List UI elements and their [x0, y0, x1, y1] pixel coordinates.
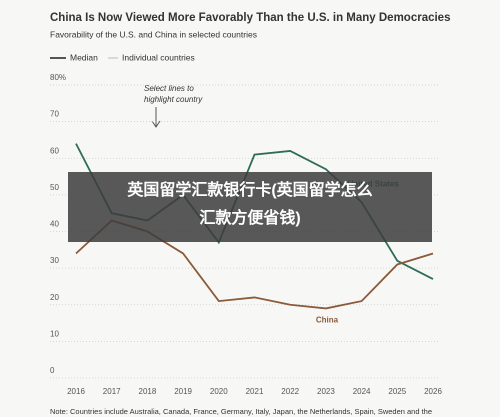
- annotation: Select lines to: [144, 84, 194, 93]
- legend-label: Median: [70, 52, 98, 62]
- y-tick-label: 30: [50, 256, 59, 265]
- y-tick-label: 80%: [50, 73, 66, 82]
- banner-text: 汇款方便省钱): [199, 208, 300, 227]
- chart-subtitle: Favorability of the U.S. and China in se…: [50, 29, 257, 39]
- x-tick-label: 2016: [67, 387, 85, 396]
- y-tick-label: 50: [50, 183, 59, 192]
- x-tick-label: 2019: [174, 387, 192, 396]
- chart-title: China Is Now Viewed More Favorably Than …: [50, 12, 450, 24]
- x-tick-label: 2024: [353, 387, 371, 396]
- series-label: China: [316, 316, 339, 325]
- x-tick-label: 2026: [424, 387, 442, 396]
- y-tick-label: 20: [50, 293, 59, 302]
- x-tick-label: 2025: [388, 387, 406, 396]
- y-tick-label: 0: [50, 366, 55, 375]
- x-tick-label: 2021: [246, 387, 264, 396]
- y-tick-label: 70: [50, 110, 59, 119]
- footnote: Note: Countries include Australia, Canad…: [50, 407, 432, 416]
- x-tick-label: 2023: [317, 387, 335, 396]
- y-tick-label: 60: [50, 146, 59, 155]
- x-tick-label: 2022: [281, 387, 299, 396]
- x-tick-label: 2018: [139, 387, 157, 396]
- x-tick-label: 2020: [210, 387, 228, 396]
- annotation-arrow-head: [151, 120, 161, 128]
- x-tick-label: 2017: [103, 387, 121, 396]
- banner: [68, 172, 432, 242]
- banner-text: 英国留学汇款银行卡(英国留学怎么: [126, 180, 372, 199]
- y-tick-label: 40: [50, 220, 59, 229]
- annotation: highlight country: [144, 95, 203, 104]
- legend-label: Individual countries: [122, 52, 195, 62]
- y-tick-label: 10: [50, 329, 59, 338]
